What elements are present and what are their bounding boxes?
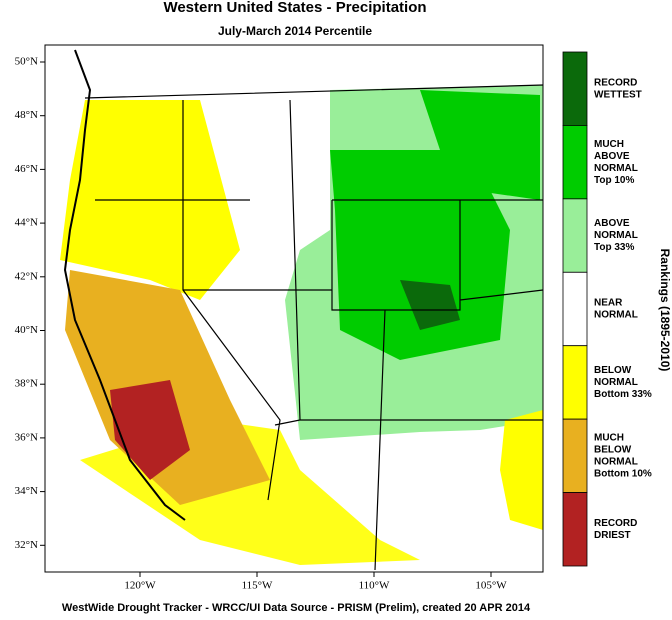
no-data-area: [45, 45, 543, 100]
legend-label: NORMAL: [594, 230, 638, 241]
footer: WestWide Drought Tracker - WRCC/UI Data …: [62, 602, 531, 614]
legend-label: NORMAL: [594, 310, 638, 321]
legend-label: ABOVE: [594, 218, 630, 229]
title: Western United States - Precipitation: [163, 0, 426, 16]
lat-label: 46°N: [15, 163, 38, 175]
much-above-region: [420, 90, 540, 200]
much-above-region: [330, 150, 510, 360]
legend-label: Bottom 10%: [594, 468, 652, 479]
legend-label: Top 33%: [594, 242, 634, 253]
lat-label: 44°N: [15, 217, 38, 229]
map-frame: [44, 44, 544, 573]
legend-swatch: [562, 418, 588, 493]
state-borders: [84, 84, 544, 571]
below-normal-region: [500, 410, 543, 530]
coastline: [63, 49, 186, 521]
legend-label: WETTEST: [594, 89, 642, 100]
legend-label: NORMAL: [594, 456, 638, 467]
lon-label: 105°W: [475, 580, 507, 592]
lat-label: 32°N: [15, 539, 38, 551]
legend-label: NORMAL: [594, 163, 638, 174]
lat-label: 40°N: [15, 324, 38, 336]
legend-label: RECORD: [594, 518, 637, 529]
legend-swatch: [562, 51, 588, 126]
lat-label: 48°N: [15, 109, 38, 121]
lat-label: 34°N: [15, 485, 38, 497]
lon-label: 110°W: [359, 580, 390, 592]
lat-label: 36°N: [15, 431, 38, 443]
legend-swatch: [562, 198, 588, 273]
legend-swatch: [562, 125, 588, 200]
legend-swatch: [562, 492, 588, 567]
map: [44, 44, 544, 573]
legend-label: Bottom 33%: [594, 389, 652, 400]
legend-label: MUCH: [594, 139, 624, 150]
legend-label: MUCH: [594, 432, 624, 443]
legend-label: BELOW: [594, 365, 632, 376]
record-driest-region: [110, 380, 190, 480]
record-wettest-region: [400, 280, 460, 330]
subtitle: July-March 2014 Percentile: [218, 24, 372, 38]
lon-label: 120°W: [124, 580, 156, 592]
legend-label: NORMAL: [594, 377, 638, 388]
legend-swatch: [562, 271, 588, 347]
lat-label: 42°N: [15, 270, 38, 282]
legend-swatch: [562, 345, 588, 420]
legend-label: ABOVE: [594, 151, 630, 162]
legend-label: NEAR: [594, 298, 623, 309]
legend-title: Rankings (1895-2010): [658, 249, 672, 372]
lat-label: 38°N: [15, 378, 38, 390]
legend-label: RECORD: [594, 77, 637, 88]
legend-label: DRIEST: [594, 530, 631, 541]
lat-label: 50°N: [15, 56, 38, 68]
lon-label: 115°W: [242, 580, 273, 592]
legend-label: BELOW: [594, 444, 632, 455]
legend-label: Top 10%: [594, 175, 634, 186]
